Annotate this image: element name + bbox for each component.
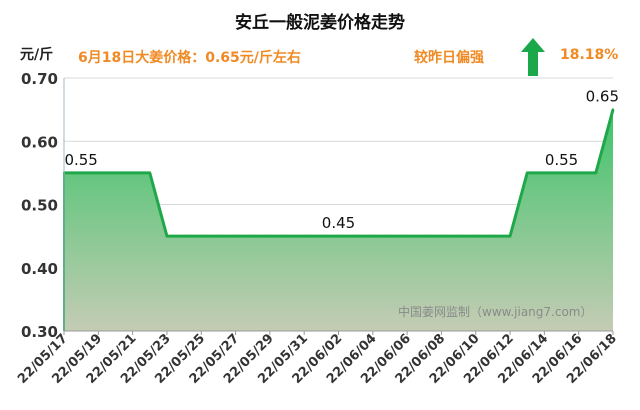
data-point [251,234,254,238]
data-point [182,234,186,238]
data-point [320,234,323,238]
y-tick-label: 0.30 [21,323,58,341]
data-point [131,171,134,175]
data-point [234,234,237,238]
data-point [354,234,357,238]
data-point [423,234,426,238]
data-point [302,234,306,238]
data-point [457,234,460,238]
y-tick-label: 0.40 [21,260,58,278]
data-point [594,171,598,175]
data-point [285,234,289,238]
area-fill [64,109,613,331]
data-point [611,108,615,111]
data-point [508,234,512,238]
up-arrow-icon [521,38,545,76]
data-point [217,234,220,238]
data-point [337,234,340,238]
y-tick-label: 0.50 [21,197,58,215]
data-point [577,171,580,175]
y-tick-label: 0.60 [21,133,58,151]
data-point [79,171,83,175]
data-point [268,234,272,238]
data-point [165,234,169,238]
data-point [543,171,546,175]
y-tick-label: 0.70 [21,70,58,88]
price-summary: 6月18日大姜价格：0.65元/斤左右 [78,50,301,66]
data-label: 0.65 [586,88,619,106]
data-point [200,234,203,238]
data-point [491,234,495,238]
data-point [97,171,100,175]
data-point [371,234,375,238]
change-percent: 18.18% [560,47,619,63]
data-label: 0.55 [545,151,578,169]
chart-title: 安丘一般泥姜价格走势 [235,13,405,33]
data-point [114,171,117,175]
data-point [474,234,477,238]
data-label: 0.45 [322,214,355,232]
data-point [526,171,529,175]
compare-label: 较昨日偏强 [414,50,484,66]
data-point [388,234,392,238]
data-point [560,171,563,175]
watermark: 中国姜网监制（www.jiang7.com） [398,304,592,319]
data-point [148,171,151,175]
data-point [440,234,443,238]
y-unit-label: 元/斤 [20,47,54,63]
data-label: 0.55 [64,151,97,169]
data-point [405,234,409,238]
